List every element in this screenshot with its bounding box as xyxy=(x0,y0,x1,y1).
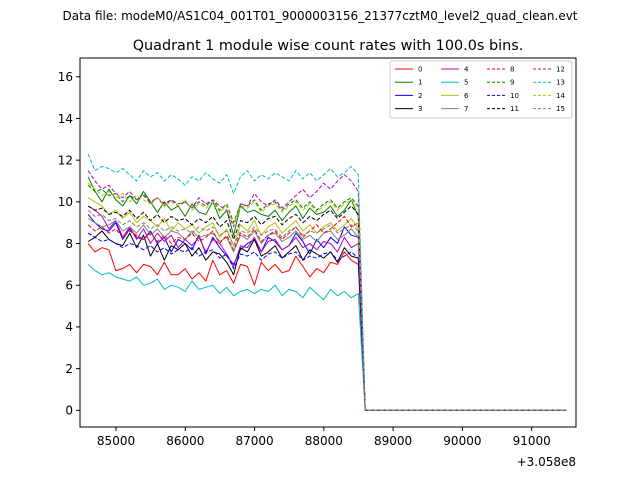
y-tick-label: 8 xyxy=(65,237,73,251)
legend-label-12: 12 xyxy=(556,66,565,74)
series-line-15 xyxy=(87,209,567,411)
legend-label-2: 2 xyxy=(418,92,422,100)
axes-layer: 85000 86000 87000 88000 89000 90000 91000 0 2 4 6 8… xyxy=(58,57,577,448)
y-tick-label: 0 xyxy=(65,404,73,418)
series-line-10 xyxy=(87,232,567,411)
x-axis-offset-text: +3.058e8 xyxy=(517,455,576,469)
y-tick-label: 14 xyxy=(58,112,73,126)
legend-label-5: 5 xyxy=(464,79,468,87)
legend-label-14: 14 xyxy=(556,92,565,100)
chart-title: Quadrant 1 module wise count rates with … xyxy=(133,38,524,54)
y-tick-label: 6 xyxy=(65,279,73,293)
x-tick-label: 90000 xyxy=(443,434,481,448)
y-tick-label: 16 xyxy=(58,70,73,84)
series-line-13 xyxy=(87,153,567,411)
series-line-14 xyxy=(87,182,567,411)
legend-label-9: 9 xyxy=(510,79,514,87)
legend-label-8: 8 xyxy=(510,66,514,74)
legend-label-1: 1 xyxy=(418,79,422,87)
legend-label-11: 11 xyxy=(510,105,519,113)
x-tick-label: 91000 xyxy=(513,434,551,448)
legend-label-4: 4 xyxy=(464,66,469,74)
y-tick-label: 12 xyxy=(58,153,73,167)
y-tick-label: 10 xyxy=(58,195,73,209)
x-tick-label: 88000 xyxy=(305,434,343,448)
x-tick-label: 87000 xyxy=(235,434,273,448)
legend-label-7: 7 xyxy=(464,105,468,113)
legend-label-13: 13 xyxy=(556,79,565,87)
legend-label-15: 15 xyxy=(556,105,565,113)
y-tick-label: 4 xyxy=(65,320,73,334)
figure-suptitle: Data file: modeM0/AS1C04_001T01_90000031… xyxy=(62,9,577,23)
y-tick-label: 2 xyxy=(65,362,73,376)
legend-box xyxy=(389,60,573,119)
x-tick-label: 86000 xyxy=(166,434,204,448)
series-layer xyxy=(87,153,567,411)
legend-label-0: 0 xyxy=(418,66,422,74)
plot-frame xyxy=(79,57,577,428)
legend-label-3: 3 xyxy=(418,105,422,113)
legend-label-10: 10 xyxy=(510,92,519,100)
legend-label-6: 6 xyxy=(464,92,469,100)
series-line-9 xyxy=(87,184,567,411)
x-tick-label: 85000 xyxy=(97,434,135,448)
x-tick-label: 89000 xyxy=(374,434,412,448)
series-line-12 xyxy=(87,170,567,411)
